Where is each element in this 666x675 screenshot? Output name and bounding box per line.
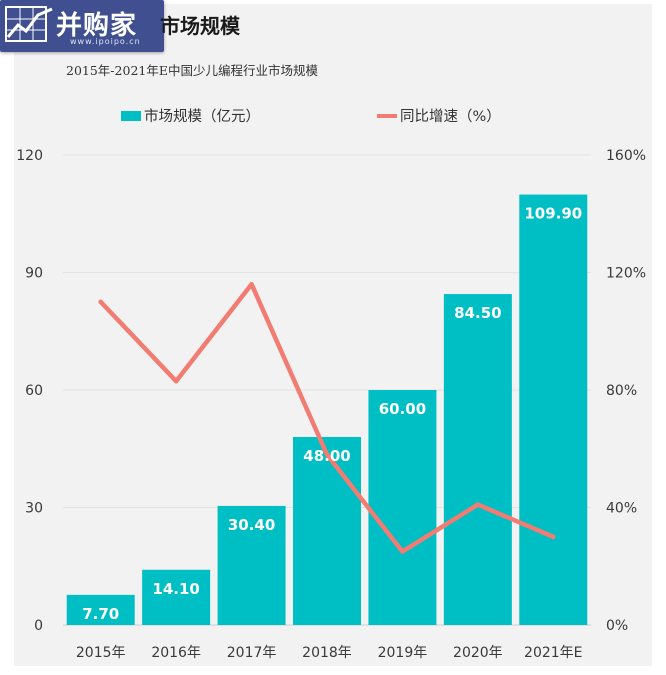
growth-point — [249, 282, 254, 287]
bar — [142, 569, 211, 625]
growth-point — [173, 378, 179, 384]
y-right-tick-label: 0% — [606, 618, 628, 634]
growth-point — [475, 502, 481, 507]
y-left-tick-label: 30 — [25, 501, 43, 517]
y-right-tick-label: 120% — [606, 266, 646, 282]
growth-point — [551, 534, 556, 540]
y-left-tick-label: 120 — [16, 148, 43, 164]
bar-labels: 7.70 14.10 30.40 48.00 60.00 84.50 109.90 — [82, 205, 582, 623]
bar-value-label: 7.70 — [82, 605, 119, 623]
x-tick-label: 2019年 — [378, 645, 428, 661]
x-tick-label: 2018年 — [302, 645, 352, 661]
bar — [66, 594, 135, 625]
x-tick-label: 2021年E — [524, 645, 582, 661]
x-tick-label: 2016年 — [151, 645, 201, 661]
bar-value-label: 14.10 — [152, 580, 199, 598]
logo-text: 并购家 — [56, 11, 138, 41]
bar — [519, 194, 588, 625]
bar-value-label: 48.00 — [303, 447, 350, 465]
bar-value-label: 109.90 — [524, 205, 582, 223]
y-left-tick-label: 0 — [34, 618, 43, 634]
x-tick-label: 2020年 — [453, 645, 503, 661]
x-tick-label: 2017年 — [227, 645, 277, 661]
growth-point — [400, 549, 405, 554]
page-title: 市场规模 — [160, 14, 240, 38]
y-right-tick-label: 80% — [606, 383, 637, 399]
growth-line — [98, 282, 556, 554]
bar-value-label: 30.40 — [228, 516, 275, 534]
bars — [66, 194, 588, 625]
bar — [217, 505, 286, 625]
logo-url: www.ipoipo.cn — [70, 37, 141, 46]
bar-value-label: 84.50 — [454, 304, 501, 322]
growth-point — [98, 299, 103, 305]
logo-chart-icon — [5, 6, 53, 42]
logo: 并购家 www.ipoipo.cn — [0, 0, 164, 52]
x-axis: 2015年 2016年 2017年 2018年 2019年 2020年 2021年E — [76, 645, 583, 661]
legend-line-label: 同比增速（%） — [400, 108, 501, 125]
x-tick-label: 2015年 — [76, 645, 126, 661]
y-right-tick-label: 160% — [606, 148, 646, 164]
bar — [443, 294, 512, 625]
bar — [293, 437, 361, 625]
y-axis-right: 0% 40% 80% 120% 160% — [606, 148, 646, 634]
chart-subtitle: 2015年-2021年E中国少儿编程行业市场规模 — [66, 63, 318, 78]
bar-value-label: 60.00 — [379, 400, 426, 418]
legend-bar-swatch — [121, 111, 141, 121]
bar — [368, 390, 437, 625]
y-left-tick-label: 60 — [25, 383, 43, 399]
legend: 市场规模（亿元） 同比增速（%） — [121, 108, 501, 125]
y-right-tick-label: 40% — [606, 501, 637, 517]
y-left-tick-label: 90 — [25, 266, 43, 282]
legend-bar-label: 市场规模（亿元） — [144, 108, 260, 125]
growth-point — [324, 452, 330, 457]
y-axis-left: 0 30 60 90 120 — [16, 148, 43, 634]
